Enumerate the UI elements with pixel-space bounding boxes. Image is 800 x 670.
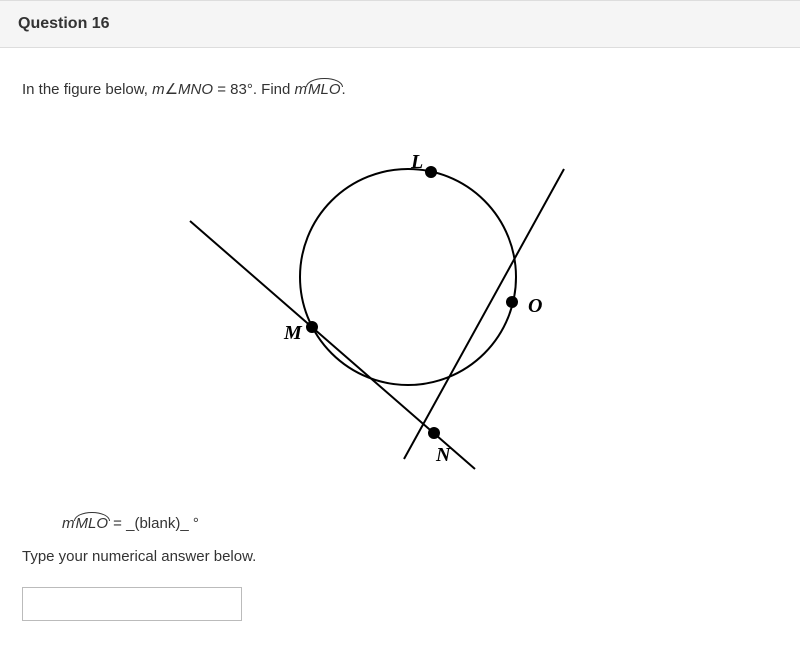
question-header: Question 16 [0,0,800,48]
point-label-M: M [283,322,303,344]
answer-blank: _(blank)_ [126,515,189,532]
answer-input[interactable] [22,587,242,621]
prompt-text: In the figure below, m∠MNO = 83°. Find m… [22,80,778,99]
diagram-container: L M O N [160,107,640,497]
prompt-lead: In the figure below, [22,81,152,98]
point-label-N: N [435,444,452,466]
point-label-O: O [528,295,542,317]
question-content: In the figure below, m∠MNO = 83°. Find m… [0,48,800,633]
answer-degree: ° [189,515,199,532]
point-label-L: L [410,151,423,173]
prompt-eq: = 83°. Find [213,81,294,98]
prompt-m: m [152,81,165,98]
answer-arc: MLO [75,515,110,532]
circle-secant-diagram: L M O N [160,107,640,497]
question-number-prefix: Question [18,15,92,32]
answer-hint: Type your numerical answer below. [22,548,778,565]
answer-expression: mMLO = _(blank)_ ° [62,515,778,532]
question-number: 16 [92,15,110,32]
angle-symbol: ∠ [165,82,178,98]
answer-eq: = [109,515,126,532]
prompt-angle: MNO [178,81,213,98]
answer-m: m [62,515,75,532]
prompt-find-m: m [295,81,308,98]
prompt-find-arc: MLO [307,81,342,98]
